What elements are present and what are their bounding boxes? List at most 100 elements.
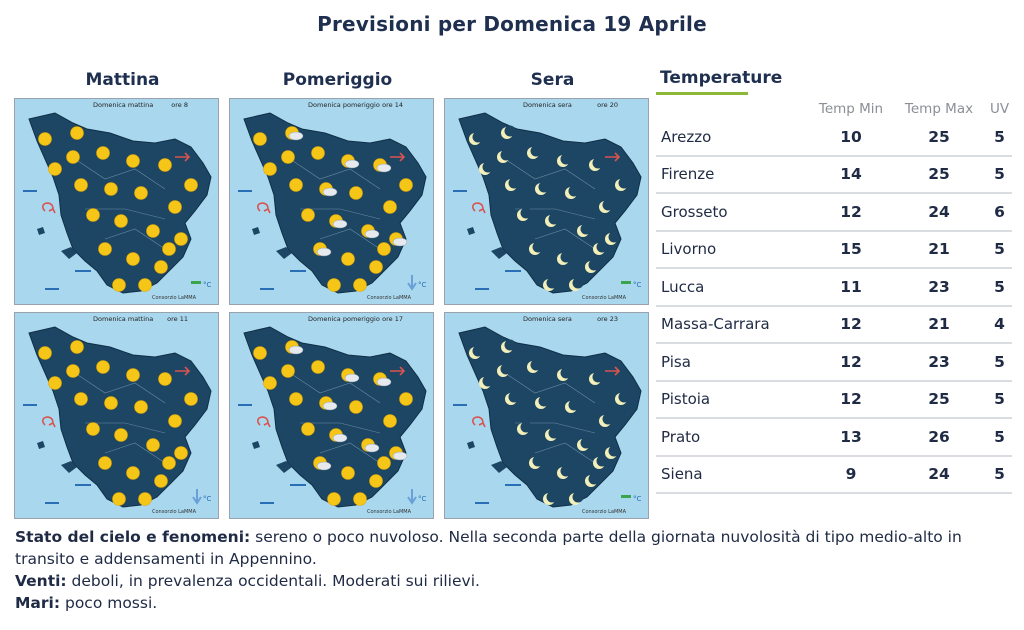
map-time: ore 11 xyxy=(167,315,188,323)
header-temp-max: Temp Max xyxy=(904,100,974,117)
moon-icon xyxy=(535,181,550,195)
svg-text:°C: °C xyxy=(418,281,427,289)
moon-icon xyxy=(479,375,494,389)
sun-cloud-icon xyxy=(353,492,367,506)
sun-icon xyxy=(126,466,140,480)
sun-icon xyxy=(158,372,172,386)
sun-icon xyxy=(112,492,126,506)
sun-cloud-icon xyxy=(313,456,332,471)
sun-cloud-icon xyxy=(353,278,367,292)
city-name: Siena xyxy=(656,455,811,494)
wind-arrow-icon xyxy=(42,366,191,428)
moon-icon xyxy=(505,177,520,191)
sun-cloud-icon xyxy=(373,372,392,387)
moon-icon xyxy=(615,177,630,191)
sun-icon xyxy=(184,178,198,192)
sea-line: Mari: poco mossi. xyxy=(15,592,1005,614)
sun-icon xyxy=(168,414,182,428)
temperature-row: Pisa 12 23 5 xyxy=(656,343,1012,382)
sun-icon xyxy=(168,200,182,214)
weather-map-sera-2[interactable]: °C Domenica sera ore 23 Consorzio LaMMA xyxy=(444,312,649,519)
moon-icon xyxy=(557,465,572,479)
temp-min: 13 xyxy=(811,418,891,457)
moon-icon xyxy=(517,207,532,221)
moon-icon xyxy=(585,259,600,273)
sun-icon xyxy=(66,150,80,164)
map-credit: Consorzio LaMMA xyxy=(152,295,196,301)
moon-icon xyxy=(517,421,532,435)
sky-line: Stato del cielo e fenomeni: sereno o poc… xyxy=(15,526,1005,570)
temperature-table: Temp Min Temp Max UV Arezzo 10 25 5 Firenze 1… xyxy=(656,98,1012,494)
moon-icon xyxy=(469,131,484,145)
sun-cloud-icon xyxy=(369,474,383,488)
weather-map-mattina-1[interactable]: °C Domenica mattina ore 8 Consorzio LaMMA xyxy=(14,98,219,305)
column-header-mattina: Mattina xyxy=(85,70,160,90)
tuscany-map: °C xyxy=(445,99,648,304)
city-name: Grosseto xyxy=(656,193,811,232)
header-city xyxy=(656,98,811,119)
sun-icon xyxy=(126,368,140,382)
sun-cloud-icon xyxy=(289,178,303,192)
moon-icon xyxy=(543,277,558,291)
sun-cloud-icon xyxy=(263,162,277,176)
wind-arrow-icon xyxy=(42,152,191,214)
moon-icon xyxy=(535,395,550,409)
sea-label: Mari: xyxy=(15,594,61,612)
weather-map-pomeriggio-2[interactable]: °C Domenica pomeriggio ore 17 Consorzio L… xyxy=(229,312,434,519)
moon-icon xyxy=(527,359,542,373)
temp-max: 21 xyxy=(891,230,987,269)
temp-min: 12 xyxy=(811,380,891,419)
sun-cloud-icon xyxy=(285,126,304,141)
sun-icon xyxy=(74,178,88,192)
map-caption: Domenica pomeriggio xyxy=(308,315,380,323)
temperature-row: Livorno 15 21 5 xyxy=(656,230,1012,269)
sun-icon xyxy=(134,400,148,414)
moon-icon xyxy=(585,473,600,487)
sun-icon xyxy=(158,158,172,172)
svg-text:°C: °C xyxy=(418,495,427,503)
sun-cloud-icon xyxy=(399,178,413,192)
svg-text:°C: °C xyxy=(203,495,212,503)
map-credit: Consorzio LaMMA xyxy=(367,509,411,515)
sun-cloud-icon xyxy=(377,456,391,470)
temperature-row: Pistoia 12 25 5 xyxy=(656,380,1012,419)
uv-index: 4 xyxy=(987,305,1012,344)
sun-cloud-icon xyxy=(253,346,267,360)
weather-map-pomeriggio-1[interactable]: °C Domenica pomeriggio ore 14 Consorzio L… xyxy=(229,98,434,305)
sun-icon xyxy=(66,364,80,378)
sun-icon xyxy=(104,182,118,196)
sun-cloud-icon xyxy=(369,260,383,274)
header-temp-min: Temp Min xyxy=(818,100,884,117)
sun-cloud-icon xyxy=(341,154,360,169)
svg-text:°C: °C xyxy=(633,495,642,503)
wind-text: deboli, in prevalenza occidentali. Moder… xyxy=(66,572,480,590)
temp-max: 25 xyxy=(891,119,987,157)
sun-cloud-icon xyxy=(341,368,360,383)
header-uv: UV xyxy=(989,100,1010,117)
moon-icon xyxy=(605,445,620,459)
sun-cloud-icon xyxy=(349,400,363,414)
moon-icon xyxy=(501,125,516,139)
sun-cloud-icon xyxy=(399,392,413,406)
temperature-row: Arezzo 10 25 5 xyxy=(656,119,1012,157)
sun-icon xyxy=(162,242,176,256)
map-credit: Consorzio LaMMA xyxy=(367,295,411,301)
temperature-row: Massa-Carrara 12 21 4 xyxy=(656,305,1012,344)
map-credit: Consorzio LaMMA xyxy=(152,509,196,515)
weather-map-sera-1[interactable]: °C Domenica sera ore 20 Consorzio LaMMA xyxy=(444,98,649,305)
uv-index: 5 xyxy=(987,455,1012,494)
moon-icon xyxy=(469,345,484,359)
sun-cloud-icon xyxy=(361,438,380,453)
sea-text: poco mossi. xyxy=(60,594,158,612)
svg-text:°C: °C xyxy=(203,281,212,289)
sun-icon xyxy=(154,474,168,488)
sun-icon xyxy=(126,252,140,266)
city-name: Livorno xyxy=(656,230,811,269)
sun-icon xyxy=(184,392,198,406)
moon-icon xyxy=(557,251,572,265)
tuscany-map: °C xyxy=(15,99,218,304)
sky-text: sereno o poco nuvoloso. Nella seconda pa… xyxy=(15,528,962,568)
map-time: ore 23 xyxy=(597,315,618,323)
weather-map-mattina-2[interactable]: °C Domenica mattina ore 11 Consorzio LaMM… xyxy=(14,312,219,519)
sun-icon xyxy=(98,456,112,470)
